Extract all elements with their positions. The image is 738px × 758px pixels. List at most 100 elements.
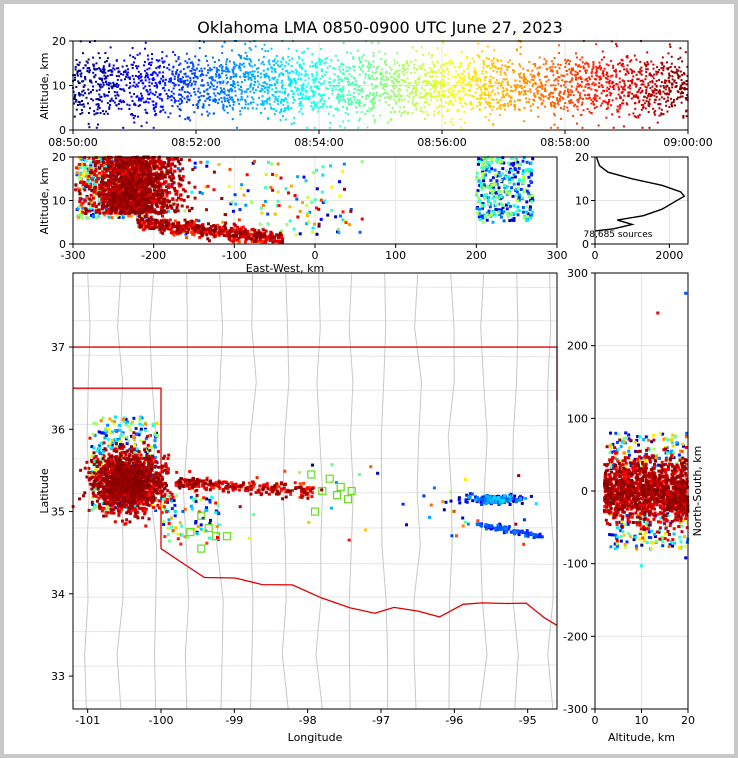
time-height-point <box>268 63 271 66</box>
time-height-point <box>283 110 286 113</box>
time-height-point <box>403 68 405 71</box>
time-height-point <box>328 126 331 129</box>
ew-point <box>79 166 83 170</box>
time-height-point <box>292 78 295 80</box>
time-height-point <box>598 78 601 81</box>
time-height-point <box>314 63 317 66</box>
time-height-point <box>247 107 249 110</box>
ew-point <box>531 198 535 202</box>
time-height-point <box>124 69 127 72</box>
time-height-point <box>175 71 178 74</box>
time-height-point <box>191 72 194 75</box>
ew-point <box>525 168 529 172</box>
time-height-point <box>274 71 277 74</box>
time-height-point <box>395 85 398 88</box>
time-height-point <box>310 105 313 107</box>
time-height-point <box>600 77 603 80</box>
time-height-point <box>439 80 442 83</box>
ew-point <box>220 232 224 236</box>
time-height-point <box>147 58 150 61</box>
time-height-point <box>208 112 211 115</box>
ew-point <box>260 211 264 215</box>
time-height-point <box>301 84 304 87</box>
time-height-point <box>464 93 467 96</box>
time-height-point <box>88 67 90 70</box>
ew-point <box>100 196 104 200</box>
time-height-point <box>125 64 128 67</box>
time-height-point <box>251 88 254 91</box>
time-height-point <box>268 96 271 99</box>
time-height-point <box>103 68 106 71</box>
time-height-point <box>645 97 648 100</box>
time-height-point <box>234 86 236 89</box>
time-height-point <box>617 88 620 91</box>
time-height-point <box>333 79 336 81</box>
time-height-point <box>169 80 172 83</box>
ew-point <box>234 228 238 232</box>
time-height-point <box>329 81 332 84</box>
time-height-point <box>463 102 466 105</box>
time-height-point <box>369 92 372 95</box>
time-height-point <box>86 61 89 64</box>
time-height-point <box>516 49 518 52</box>
ew-point <box>87 174 91 178</box>
time-height-point <box>440 94 443 97</box>
time-height-point <box>483 79 486 82</box>
time-height-point <box>532 103 535 106</box>
ew-point <box>522 169 526 173</box>
ew-point <box>515 209 519 213</box>
time-height-point <box>620 85 623 88</box>
time-height-point <box>349 52 352 55</box>
time-height-point <box>442 84 445 87</box>
time-height-point <box>238 102 241 105</box>
time-height-point <box>620 63 623 66</box>
time-height-point <box>132 78 135 81</box>
time-height-point <box>337 108 340 111</box>
time-height-point <box>398 99 401 102</box>
time-height-point <box>87 58 90 61</box>
time-height-point <box>615 82 618 85</box>
time-height-point <box>280 72 283 75</box>
time-height-point <box>424 73 427 76</box>
time-height-point <box>541 87 544 90</box>
time-height-point <box>265 83 268 85</box>
time-height-point <box>144 79 147 82</box>
ew-point <box>246 189 250 193</box>
time-height-point <box>85 96 88 99</box>
time-height-point <box>339 96 342 99</box>
time-height-point <box>339 70 342 73</box>
time-height-point <box>372 54 375 57</box>
time-height-point <box>583 67 586 70</box>
time-height-point <box>607 64 610 67</box>
time-height-point <box>186 79 189 82</box>
time-height-point <box>640 73 643 76</box>
time-height-point <box>449 99 452 102</box>
time-height-point <box>288 59 291 62</box>
ew-point <box>112 157 116 161</box>
time-height-point <box>563 92 565 95</box>
time-height-point <box>525 78 528 81</box>
time-height-point <box>650 60 653 63</box>
time-height-point <box>591 68 594 71</box>
ew-point <box>76 213 80 217</box>
time-height-point <box>301 68 304 71</box>
time-height-point <box>671 78 674 81</box>
time-height-point <box>148 63 150 66</box>
time-height-point <box>641 126 644 129</box>
time-height-point <box>209 76 212 79</box>
ew-point <box>485 211 489 215</box>
time-height-point <box>518 108 521 111</box>
time-height-point <box>435 75 438 78</box>
time-height-point <box>215 67 218 70</box>
ew-point <box>81 183 85 187</box>
time-height-point <box>272 108 275 111</box>
time-height-point <box>134 114 137 117</box>
time-height-point <box>260 62 263 65</box>
time-height-point <box>431 54 434 56</box>
time-height-point <box>102 81 105 84</box>
time-height-point <box>200 67 203 70</box>
time-height-point <box>141 97 144 100</box>
time-height-point <box>551 92 554 95</box>
time-height-point <box>344 126 347 129</box>
ew-point <box>191 232 195 236</box>
